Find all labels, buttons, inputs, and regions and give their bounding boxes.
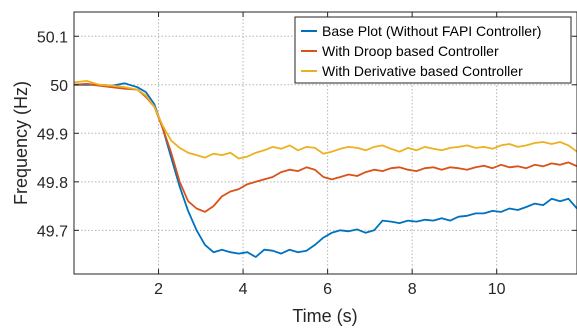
legend-label: With Derivative based Controller [322,63,523,79]
series-lines [73,80,577,258]
x-tick-label: 6 [323,281,332,298]
y-axis-ticks: 49.7 49.8 49.9 50 50.1 [37,29,577,240]
x-tick-label: 2 [154,281,163,298]
series-line [74,82,577,258]
legend-box [294,16,572,84]
x-tick-label: 4 [239,281,248,298]
plot-frame [73,11,577,275]
y-tick-label: 49.8 [37,175,68,192]
y-tick-label: 49.9 [37,126,68,143]
legend: Base Plot (Without FAPI Controller) With … [294,16,572,84]
series-line [73,82,577,213]
series-line [73,80,577,160]
x-tick-label: 8 [408,281,417,298]
legend-label: With Droop based Controller [322,43,499,59]
x-axis-label: Time (s) [292,306,357,326]
x-axis-ticks: 2 4 6 8 10 [154,12,506,298]
y-tick-label: 49.7 [37,223,68,240]
x-tick-label: 10 [488,281,506,298]
y-axis-label: Frequency (Hz) [11,81,31,205]
y-tick-label: 50 [50,78,68,95]
legend-label: Base Plot (Without FAPI Controller) [322,23,541,39]
grid-lines [74,12,577,274]
y-tick-label: 50.1 [37,29,68,46]
